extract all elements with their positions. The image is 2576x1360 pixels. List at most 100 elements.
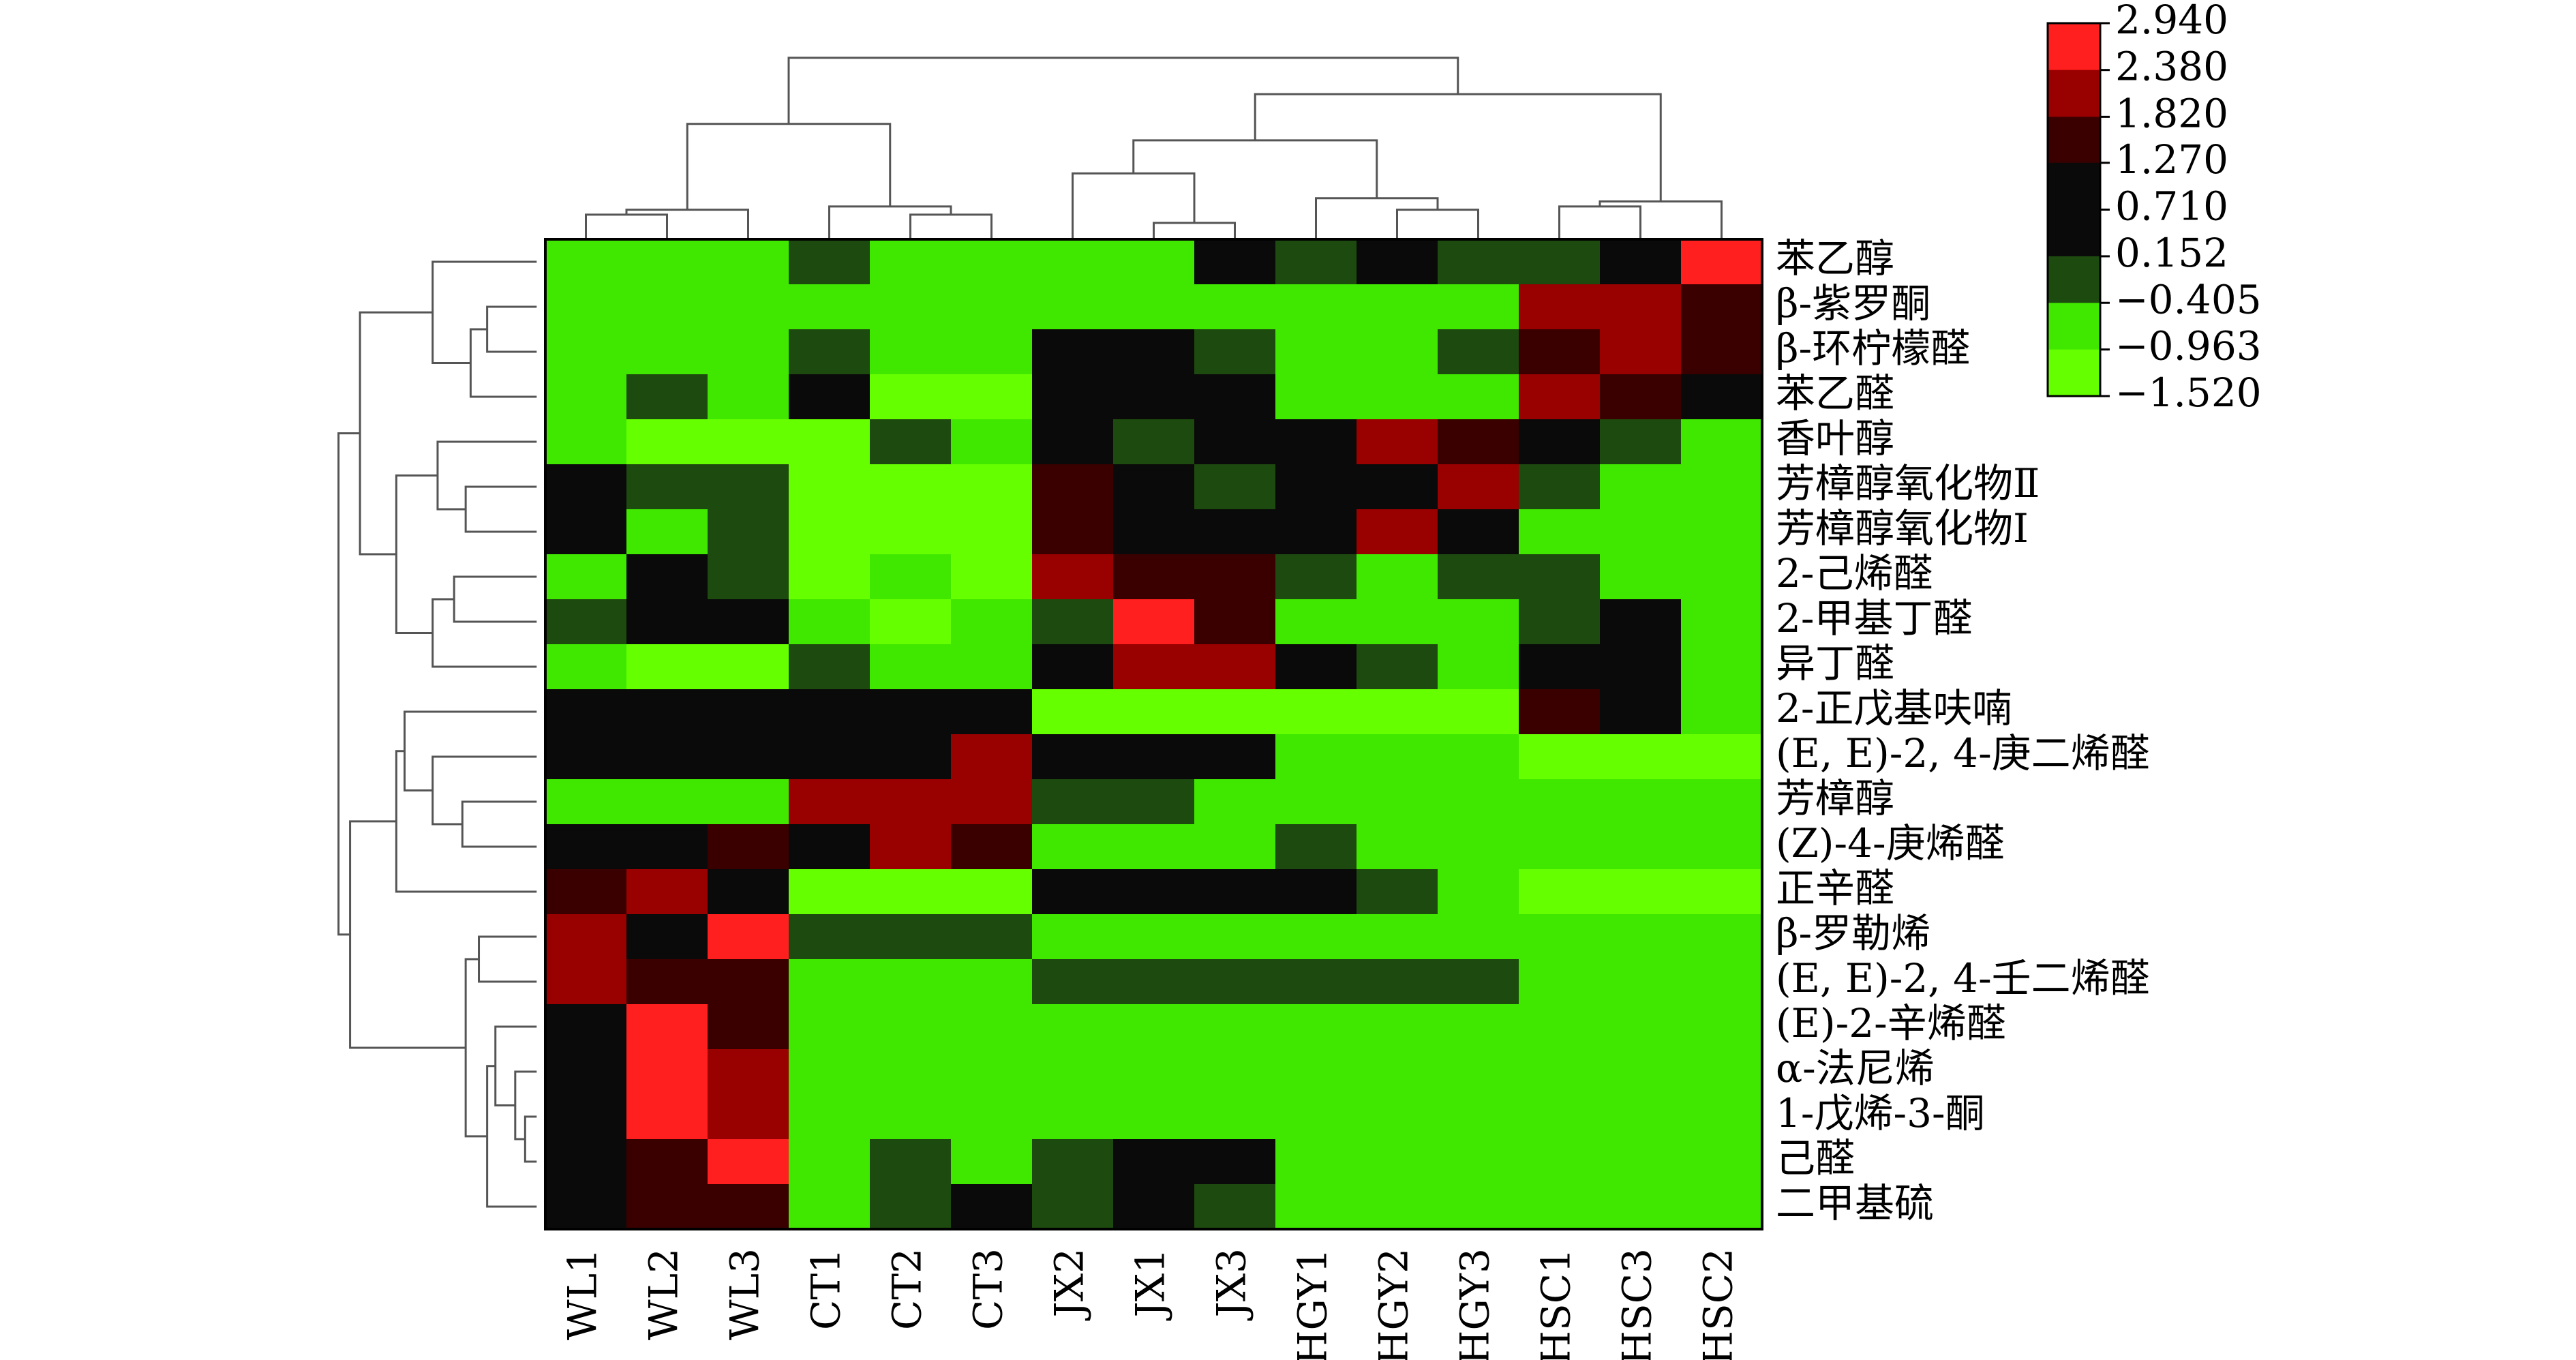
- dendrogram-branch: [431, 598, 537, 668]
- heatmap-cell: [1681, 824, 1763, 870]
- heatmap-cell: [1600, 1184, 1682, 1230]
- heatmap-cell: [870, 779, 952, 825]
- dendrogram-branch: [395, 750, 537, 893]
- heatmap-cell: [1032, 734, 1114, 780]
- heatmap-cell: [951, 779, 1033, 825]
- heatmap-cell: [1681, 734, 1763, 780]
- heatmap-cell: [626, 329, 708, 375]
- heatmap-cell: [1681, 419, 1763, 465]
- colorbar-tick-label: 2.380: [2115, 44, 2228, 90]
- heatmap-cell: [789, 914, 870, 960]
- heatmap-cell: [1032, 689, 1114, 735]
- heatmap-cell: [1438, 869, 1519, 915]
- heatmap-cell: [708, 419, 789, 465]
- column-label: HGY3: [1452, 1248, 1498, 1360]
- heatmap-cell: [545, 419, 627, 465]
- heatmap-cell: [1519, 599, 1601, 645]
- column-label: WL2: [641, 1248, 687, 1340]
- heatmap-cell: [545, 779, 627, 825]
- heatmap-cell: [545, 644, 627, 690]
- heatmap-cell: [626, 734, 708, 780]
- column-label: HGY2: [1371, 1248, 1417, 1360]
- colorbar-swatch: [2048, 70, 2100, 117]
- heatmap-cell: [1357, 644, 1438, 690]
- heatmap-cell: [708, 284, 789, 330]
- heatmap-cell: [1113, 509, 1195, 555]
- dendrograms: [337, 57, 1723, 1208]
- row-label: 2-甲基丁醛: [1776, 595, 1973, 641]
- heatmap-cell: [789, 1094, 870, 1140]
- heatmap-cell: [789, 869, 870, 915]
- heatmap-cell: [1600, 824, 1682, 870]
- heatmap-cell: [708, 959, 789, 1005]
- row-label: α-法尼烯: [1776, 1045, 1935, 1091]
- heatmap-cell: [1113, 734, 1195, 780]
- heatmap-cell: [1438, 374, 1519, 420]
- heatmap-cell: [1275, 1094, 1357, 1140]
- heatmap-cell: [870, 419, 952, 465]
- heatmap-cell: [1275, 509, 1357, 555]
- heatmap-cell: [626, 824, 708, 870]
- heatmap-cell: [626, 284, 708, 330]
- heatmap-cell: [708, 1139, 789, 1185]
- heatmap-cell: [545, 824, 627, 870]
- heatmap-cell: [951, 869, 1033, 915]
- heatmap-cell: [545, 374, 627, 420]
- heatmap-cell: [1032, 239, 1114, 285]
- heatmap-cell: [1357, 824, 1438, 870]
- heatmap-cell: [1194, 599, 1276, 645]
- dendrogram-branch: [349, 820, 466, 1049]
- heatmap-cell: [789, 779, 870, 825]
- heatmap-cell: [1275, 239, 1357, 285]
- heatmap-cell: [1275, 419, 1357, 465]
- heatmap-cell: [1438, 734, 1519, 780]
- heatmap-cell: [1357, 1049, 1438, 1095]
- heatmap-cell: [545, 689, 627, 735]
- heatmap-cell: [545, 1049, 627, 1095]
- heatmap-cell: [1275, 1139, 1357, 1185]
- heatmap-cell: [1600, 779, 1682, 825]
- heatmap-cell: [1194, 734, 1276, 780]
- colorbar-tick-label: 1.820: [2115, 90, 2228, 136]
- heatmap-cell: [1681, 1094, 1763, 1140]
- heatmap-cell: [708, 914, 789, 960]
- heatmap-cell: [1194, 689, 1276, 735]
- heatmap-cell: [870, 464, 952, 510]
- heatmap-cell: [1357, 374, 1438, 420]
- heatmap-cell: [1600, 464, 1682, 510]
- heatmap-cell: [1438, 509, 1519, 555]
- heatmap-cell: [1032, 1049, 1114, 1095]
- heatmap-cell: [1438, 644, 1519, 690]
- dendrogram-branch: [828, 205, 952, 240]
- heatmap-cell: [1681, 779, 1763, 825]
- heatmap-cell: [1275, 374, 1357, 420]
- heatmap-cell: [1438, 959, 1519, 1005]
- heatmap-cell: [951, 419, 1033, 465]
- heatmap-frame: [544, 238, 1763, 1230]
- heatmap-cell: [1113, 1004, 1195, 1050]
- heatmap-cell: [626, 644, 708, 690]
- row-label: 己醛: [1776, 1135, 1855, 1181]
- dendrogram-branch: [1072, 172, 1196, 240]
- row-label: (Z)-4-庚烯醛: [1776, 820, 2005, 866]
- heatmap-cell: [1519, 644, 1601, 690]
- heatmap-cell: [1194, 509, 1276, 555]
- heatmap-cell: [1194, 914, 1276, 960]
- heatmap-cell: [1357, 284, 1438, 330]
- colorbar-swatch: [2048, 23, 2100, 71]
- dendrogram-branch: [1153, 222, 1236, 240]
- heatmap-cell: [1032, 329, 1114, 375]
- dendrogram-branch: [585, 213, 668, 240]
- heatmap-cell: [1438, 779, 1519, 825]
- heatmap-cell: [1438, 1184, 1519, 1230]
- heatmap-cell: [1438, 464, 1519, 510]
- heatmap-cell: [951, 284, 1033, 330]
- heatmap-cell: [1681, 1184, 1763, 1230]
- heatmap-cell: [1519, 914, 1601, 960]
- heatmap-cell: [1357, 1139, 1438, 1185]
- heatmap-cell: [1600, 509, 1682, 555]
- dendrogram-branch: [395, 474, 438, 634]
- heatmap-cell: [1113, 824, 1195, 870]
- row-label: 异丁醛: [1776, 640, 1894, 686]
- column-label: JX1: [1127, 1248, 1174, 1320]
